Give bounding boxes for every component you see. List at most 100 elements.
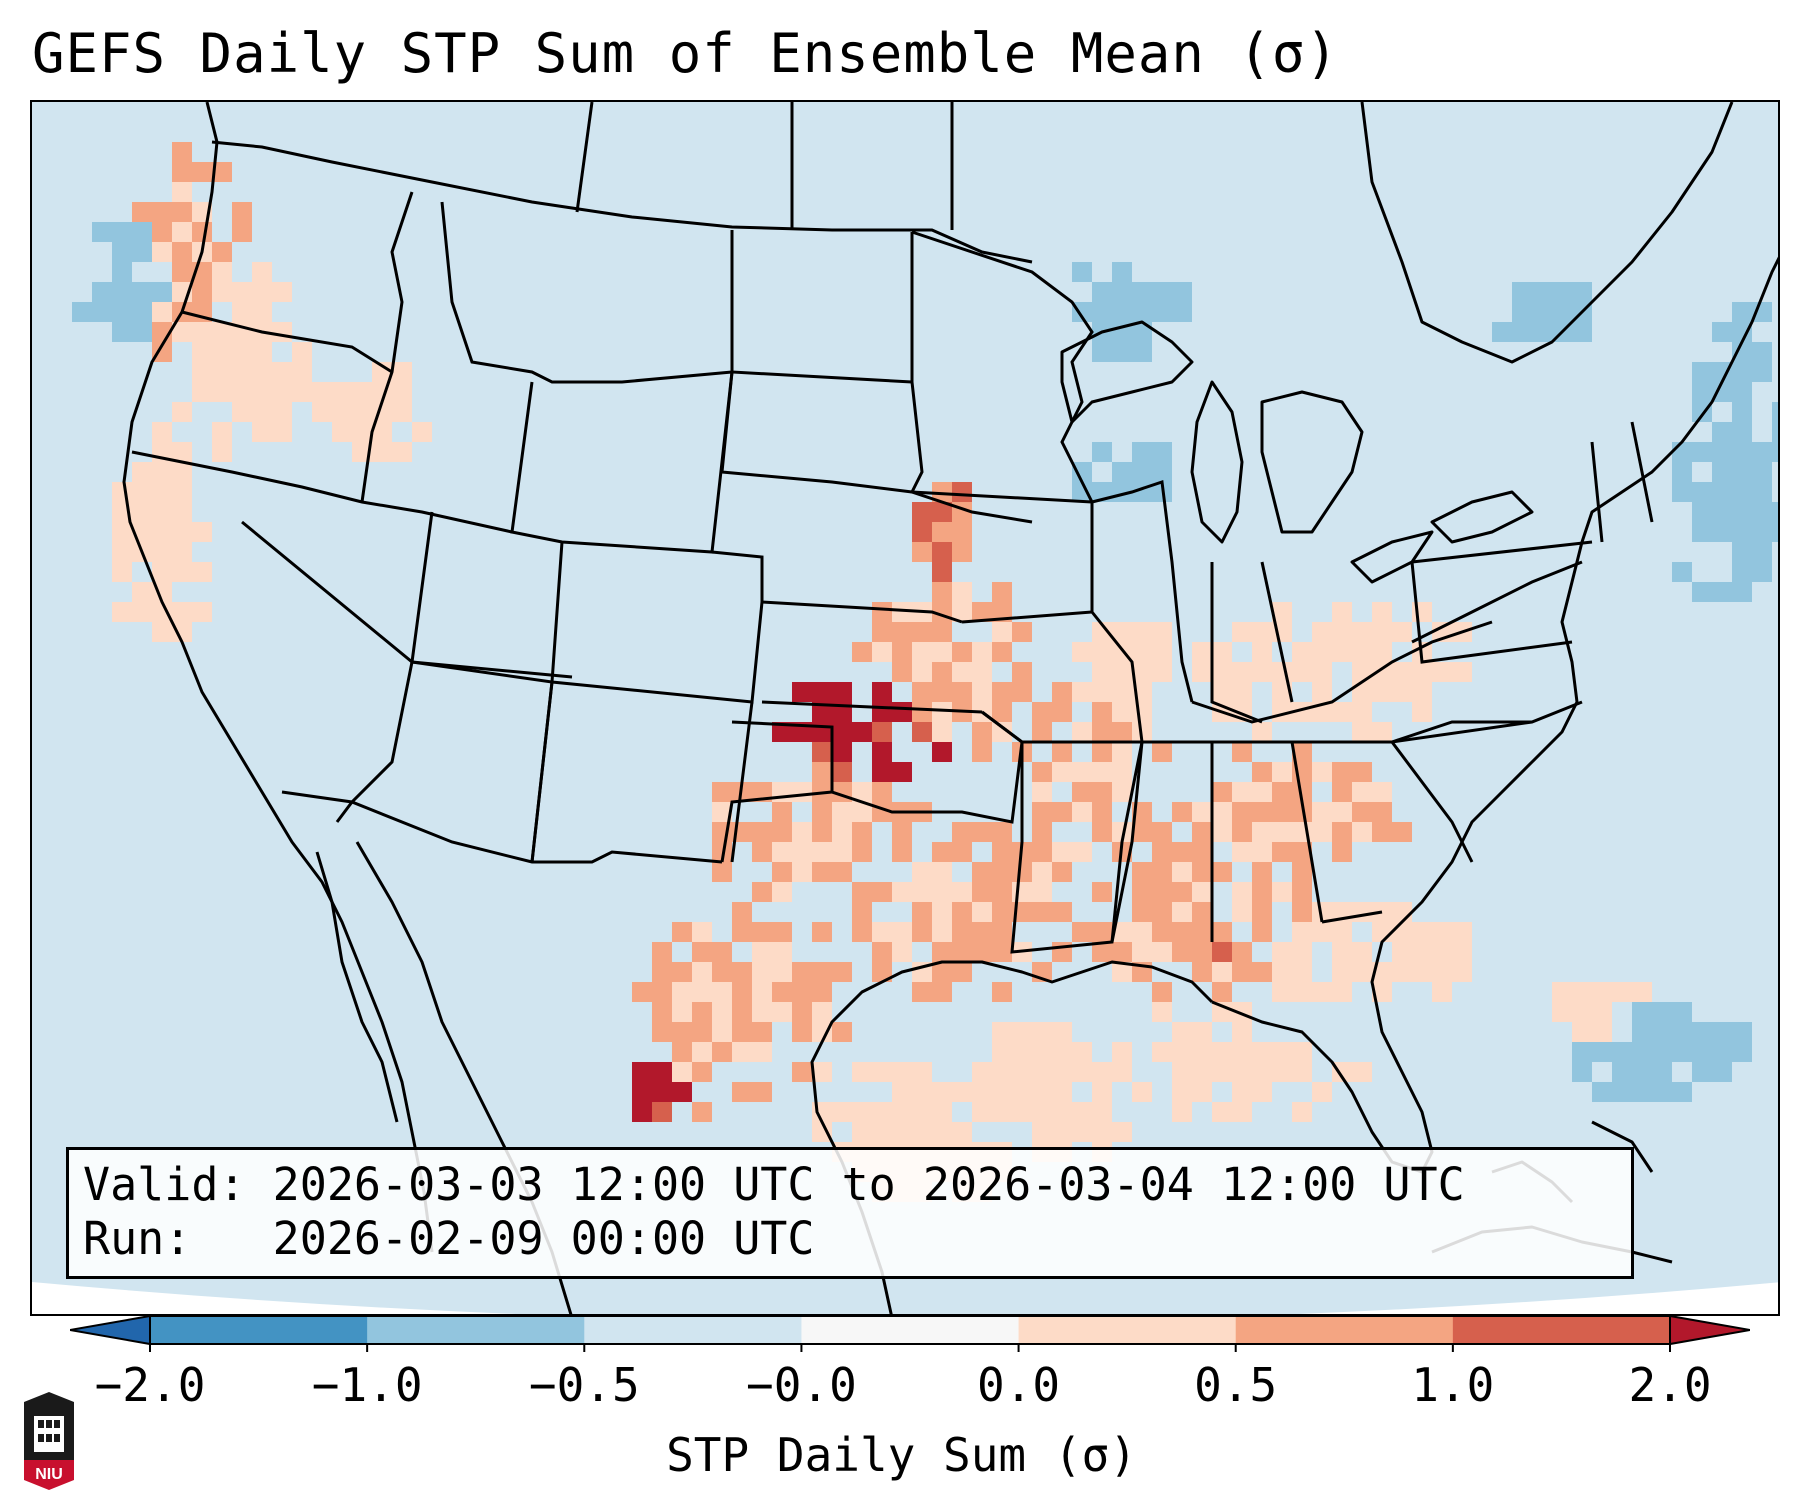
stp-cell	[1232, 622, 1252, 642]
stp-cell	[1092, 682, 1112, 702]
stp-cell	[1152, 1042, 1172, 1062]
stp-cell	[952, 1122, 972, 1142]
stp-cell	[1552, 282, 1572, 302]
stp-cell	[1612, 1042, 1632, 1062]
stp-cell	[832, 682, 852, 702]
stp-cell	[1152, 842, 1172, 862]
stp-cell	[112, 562, 132, 582]
stp-cell	[1572, 982, 1592, 1002]
stp-cell	[832, 1022, 852, 1042]
stp-cell	[1232, 902, 1252, 922]
stp-cell	[1692, 1062, 1712, 1082]
stp-cell	[692, 1042, 712, 1062]
stp-cell	[112, 322, 132, 342]
stp-cell	[1392, 622, 1412, 642]
stp-cell	[932, 962, 952, 982]
stp-cell	[1072, 722, 1092, 742]
stp-cell	[1252, 622, 1272, 642]
stp-cell	[912, 1062, 932, 1082]
stp-cell	[1052, 902, 1072, 922]
stp-cell	[212, 382, 232, 402]
stp-cell	[1272, 802, 1292, 822]
stp-cell	[1252, 882, 1272, 902]
stp-cell	[1172, 1062, 1192, 1082]
stp-cell	[1152, 902, 1172, 922]
valid-time-box: Valid: 2026-03-03 12:00 UTC to 2026-03-0…	[66, 1147, 1634, 1279]
stp-cell	[1212, 802, 1232, 822]
stp-cell	[872, 762, 892, 782]
stp-cell	[1112, 782, 1132, 802]
stp-cell	[1172, 302, 1192, 322]
stp-cell	[1012, 862, 1032, 882]
stp-cell	[912, 702, 932, 722]
stp-cell	[1272, 842, 1292, 862]
stp-cell	[1672, 442, 1692, 462]
stp-cell	[812, 1022, 832, 1042]
stp-cell	[232, 222, 252, 242]
stp-cell	[1192, 1082, 1212, 1102]
stp-cell	[1652, 1042, 1672, 1062]
stp-cell	[912, 982, 932, 1002]
stp-cell	[972, 882, 992, 902]
stp-cell	[1732, 462, 1752, 482]
colorbar-tick-label: 2.0	[1628, 1358, 1712, 1412]
stp-cell	[1152, 662, 1172, 682]
stp-cell	[752, 962, 772, 982]
stp-cell	[1172, 1022, 1192, 1042]
stp-cell	[1412, 962, 1432, 982]
stp-cell	[892, 642, 912, 662]
stp-cell	[1652, 1082, 1672, 1102]
stp-cell	[172, 622, 192, 642]
stp-cell	[1672, 562, 1692, 582]
stp-cell	[172, 402, 192, 422]
stp-cell	[1112, 262, 1132, 282]
stp-cell	[892, 942, 912, 962]
stp-cell	[972, 722, 992, 742]
stp-cell	[1312, 642, 1332, 662]
stp-cell	[1572, 1042, 1592, 1062]
stp-cell	[652, 942, 672, 962]
stp-cell	[1052, 762, 1072, 782]
stp-cell	[1712, 482, 1732, 502]
stp-cell	[392, 382, 412, 402]
stp-cell	[352, 382, 372, 402]
stp-map	[32, 102, 1778, 1314]
stp-cell	[1052, 1102, 1072, 1122]
stp-cell	[1132, 942, 1152, 962]
stp-cell	[812, 1062, 832, 1082]
stp-cell	[292, 342, 312, 362]
stp-cell	[1232, 782, 1252, 802]
stp-cell	[932, 1082, 952, 1102]
svg-text:NIU: NIU	[35, 1466, 63, 1483]
stp-cell	[212, 282, 232, 302]
stp-cell	[1152, 1002, 1172, 1022]
stp-cell	[1452, 662, 1472, 682]
stp-cell	[1732, 302, 1752, 322]
stp-cell	[912, 682, 932, 702]
stp-cell	[132, 462, 152, 482]
map-panel[interactable]	[30, 100, 1780, 1316]
stp-cell	[952, 542, 972, 562]
stp-cell	[872, 922, 892, 942]
stp-cell	[1732, 522, 1752, 542]
stp-cell	[752, 982, 772, 1002]
stp-cell	[1692, 582, 1712, 602]
stp-cell	[1112, 282, 1132, 302]
stp-cell	[1312, 902, 1332, 922]
stp-cell	[912, 1122, 932, 1142]
stp-cell	[1092, 782, 1112, 802]
stp-cell	[972, 662, 992, 682]
stp-cell	[1352, 942, 1372, 962]
stp-cell	[232, 282, 252, 302]
stp-cell	[832, 822, 852, 842]
stp-cell	[1132, 882, 1152, 902]
stp-cell	[972, 642, 992, 662]
stp-cell	[932, 682, 952, 702]
stp-cell	[1112, 662, 1132, 682]
stp-cell	[1412, 922, 1432, 942]
stp-cell	[1412, 662, 1432, 682]
stp-cell	[1152, 862, 1172, 882]
stp-cell	[1412, 702, 1432, 722]
stp-cell	[852, 902, 872, 922]
stp-cell	[1732, 562, 1752, 582]
